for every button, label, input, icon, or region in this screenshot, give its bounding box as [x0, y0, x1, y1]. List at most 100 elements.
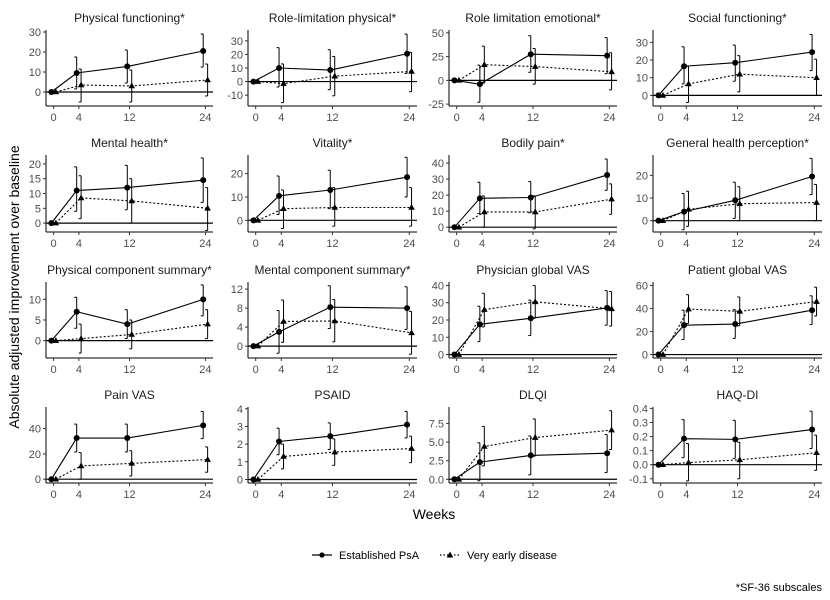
data-point-triangle: [128, 82, 136, 89]
y-tick-label: 30: [636, 37, 648, 49]
data-point-triangle: [77, 81, 85, 88]
panel-title: Mental health*: [91, 136, 168, 150]
data-point-triangle: [254, 78, 262, 84]
data-point-triangle: [52, 219, 60, 226]
x-tick-label: 4: [479, 364, 485, 376]
x-tick-label: 24: [808, 364, 820, 376]
x-tick-label: 24: [403, 112, 415, 124]
data-point-circle: [276, 438, 283, 445]
y-tick-label: 20: [29, 159, 41, 171]
data-point-triangle: [254, 342, 262, 349]
x-tick-label: 0: [253, 238, 259, 250]
data-point-circle: [681, 63, 688, 70]
data-point-triangle: [659, 461, 667, 468]
data-point-triangle: [408, 329, 415, 336]
data-point-triangle: [685, 305, 692, 312]
x-tick-label: 12: [731, 238, 743, 250]
series-line-dotted: [662, 452, 817, 466]
y-tick-label: 0: [35, 336, 41, 348]
data-point-triangle: [659, 217, 667, 223]
y-tick-label: 0: [642, 216, 648, 228]
x-tick-label: 0: [51, 489, 57, 501]
series-established-psa: [451, 158, 611, 231]
data-point-triangle: [481, 442, 488, 449]
data-point-circle: [604, 450, 611, 457]
data-point-triangle: [331, 448, 339, 455]
x-tick-label: 4: [479, 238, 485, 250]
x-tick-label: 4: [76, 238, 82, 250]
y-tick-label: 2: [237, 439, 243, 451]
x-tick-label: 0: [658, 112, 664, 124]
data-point-circle: [73, 70, 80, 76]
x-tick-label: 0: [51, 364, 57, 376]
y-tick-label: 5.0: [429, 437, 444, 449]
data-point-triangle: [204, 204, 211, 211]
data-point-circle: [250, 217, 257, 224]
data-point-circle: [250, 343, 257, 350]
data-point-circle: [48, 89, 55, 95]
data-point-triangle: [736, 200, 744, 206]
x-tick-label: 24: [403, 489, 415, 501]
y-tick-label: 15: [29, 174, 41, 186]
data-point-circle: [276, 65, 283, 71]
data-point-triangle: [254, 475, 262, 482]
y-tick-label: 10: [432, 332, 444, 344]
series-established-psa: [655, 33, 816, 99]
data-point-circle: [809, 49, 816, 56]
x-tick-label: 0: [454, 489, 460, 501]
data-point-triangle: [736, 70, 744, 77]
y-tick-label: 4: [237, 322, 243, 334]
series-established-psa: [250, 285, 411, 354]
data-point-triangle: [659, 351, 667, 357]
data-point-triangle: [254, 216, 262, 223]
series-line-solid: [51, 50, 204, 93]
series-line-dotted: [458, 301, 612, 355]
panel-title: Role limitation emotional*: [465, 11, 601, 25]
series-very-early-disease: [659, 55, 820, 103]
data-point-triangle: [331, 317, 339, 324]
panel-title: Pain VAS: [104, 388, 154, 402]
panel-title: DLQI: [519, 388, 547, 402]
panel-pain-vas: Pain VAS 0 20 40 0 4 12 24: [29, 388, 213, 501]
x-tick-label: 0: [454, 364, 460, 376]
data-point-circle: [451, 476, 458, 483]
series-established-psa: [48, 284, 207, 344]
y-tick-label: 20: [231, 169, 243, 181]
x-tick-label: 0: [51, 112, 57, 124]
data-point-triangle: [128, 459, 136, 466]
series-line-dotted: [55, 197, 208, 224]
y-tick-label: 0.1: [633, 446, 648, 458]
y-tick-label: 0.4: [633, 403, 648, 415]
x-tick-label: 24: [808, 489, 820, 501]
panel-physical-functioning: Physical functioning* 0 10 20 30 0 4 12 24: [29, 11, 213, 124]
y-tick-label: 20: [432, 190, 444, 202]
data-point-circle: [655, 217, 662, 224]
y-tick-label: 10: [636, 193, 648, 205]
data-point-triangle: [481, 208, 488, 215]
data-point-triangle: [77, 194, 85, 201]
y-tick-label: 0: [642, 350, 648, 362]
x-tick-label: 12: [731, 112, 743, 124]
series-very-early-disease: [659, 286, 820, 357]
panel-title: Patient global VAS: [688, 263, 787, 277]
x-tick-label: 4: [683, 112, 689, 124]
y-tick-label: 20: [29, 47, 41, 59]
data-point-triangle: [280, 80, 287, 86]
data-point-triangle: [481, 306, 488, 312]
y-tick-label: 20: [636, 170, 648, 182]
y-tick-label: 10: [29, 189, 41, 201]
panel-general-health-perception: General health perception* 0 10 20 0 4 12 24: [636, 136, 822, 250]
data-point-triangle: [204, 456, 211, 462]
data-point-circle: [327, 433, 334, 440]
y-tick-label: 30: [432, 298, 444, 310]
x-tick-label: 12: [527, 112, 539, 124]
series-established-psa: [451, 35, 611, 103]
panel-title: Role-limitation physical*: [269, 11, 397, 25]
data-point-circle: [250, 78, 257, 85]
legend: Established PsA Very early disease: [312, 550, 557, 562]
data-point-circle: [809, 173, 816, 180]
y-tick-label: 10: [231, 63, 243, 75]
series-line-dotted: [257, 206, 412, 221]
